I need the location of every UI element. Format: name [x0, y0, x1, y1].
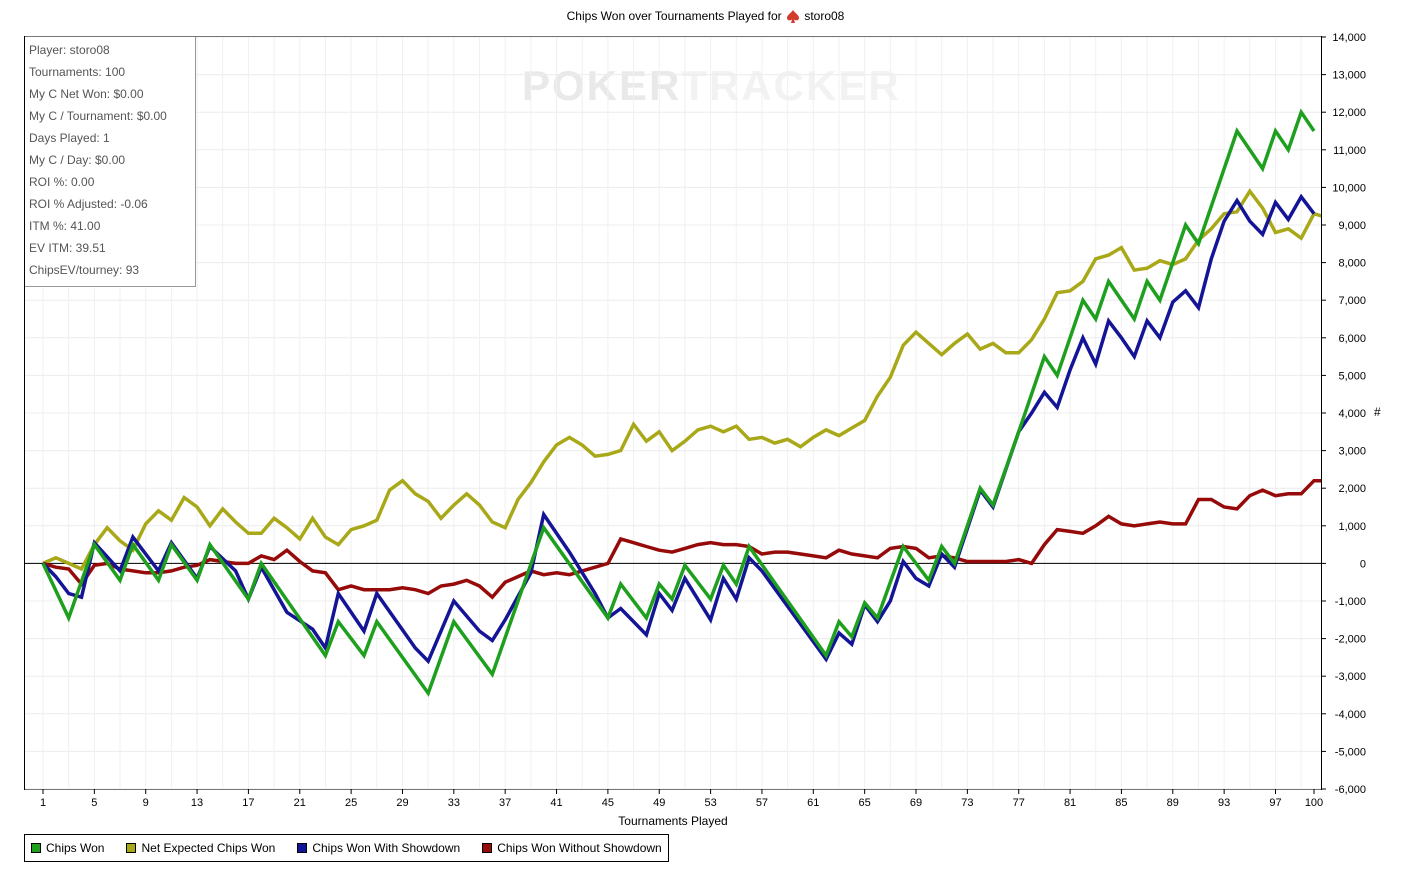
- spade-icon: [786, 10, 799, 24]
- y-tick-label: 14,000: [1332, 32, 1366, 44]
- y-tick-label: -2,000: [1335, 634, 1366, 646]
- y-tick-label: 6,000: [1338, 333, 1366, 345]
- series-line: [41, 193, 1316, 665]
- legend-label: Chips Won With Showdown: [312, 841, 461, 855]
- legend-swatch: [126, 843, 137, 853]
- pokertracker-watermark: POKERTRACKER: [522, 62, 901, 109]
- x-tick-label: 25: [345, 797, 357, 809]
- player-name: storo08: [804, 9, 845, 23]
- x-tick-label: 13: [191, 797, 203, 809]
- chart-title: Chips Won over Tournaments Played for st…: [0, 9, 1411, 24]
- series-line: [41, 108, 1316, 697]
- x-tick-label: 69: [910, 797, 922, 809]
- y-axis-label: #: [1374, 405, 1381, 419]
- x-tick-label: 17: [242, 797, 254, 809]
- y-tick-label: -5,000: [1335, 746, 1366, 758]
- x-tick-label: 45: [602, 797, 614, 809]
- x-tick-label: 37: [499, 797, 511, 809]
- y-tick-label: 5,000: [1338, 370, 1366, 382]
- y-tick-label: -3,000: [1335, 671, 1366, 683]
- chart-title-prefix: Chips Won over Tournaments Played for: [566, 9, 782, 23]
- stats-panel: Player: storo08 Tournaments: 100 My C Ne…: [25, 37, 196, 287]
- x-tick-label: 41: [550, 797, 562, 809]
- stat-days-played: Days Played: 1: [29, 131, 110, 145]
- stat-per-tournament: My C / Tournament: $0.00: [29, 109, 167, 123]
- series-line: [42, 188, 1321, 572]
- legend-label: Net Expected Chips Won: [141, 841, 276, 855]
- legend: Chips Won Net Expected Chips Won Chips W…: [24, 834, 669, 862]
- x-tick-label: 65: [859, 797, 871, 809]
- y-tick-label: -1,000: [1335, 596, 1366, 608]
- y-tick-label: -6,000: [1335, 784, 1366, 796]
- stat-roi-adjusted: ROI % Adjusted: -0.06: [29, 197, 148, 211]
- y-tick-label: 0: [1360, 558, 1366, 570]
- stat-itm: ITM %: 41.00: [29, 219, 101, 233]
- x-tick-label: 57: [756, 797, 768, 809]
- x-tick-label: 53: [704, 797, 716, 809]
- legend-item-without-showdown[interactable]: Chips Won Without Showdown: [482, 841, 662, 855]
- x-tick-label: 73: [961, 797, 973, 809]
- x-tick-label: 49: [653, 797, 665, 809]
- y-tick-label: -4,000: [1335, 709, 1366, 721]
- stat-tournaments: Tournaments: 100: [29, 65, 126, 79]
- y-tick-label: 10,000: [1332, 182, 1366, 194]
- legend-item-chips-won[interactable]: Chips Won: [31, 841, 104, 855]
- y-tick-label: 9,000: [1338, 220, 1366, 232]
- stat-roi: ROI %: 0.00: [29, 175, 95, 189]
- x-tick-label: 89: [1167, 797, 1179, 809]
- x-tick-label: 85: [1115, 797, 1127, 809]
- y-tick-label: 1,000: [1338, 521, 1366, 533]
- stat-chipsev: ChipsEV/tourney: 93: [29, 263, 140, 277]
- x-tick-label: 9: [143, 797, 149, 809]
- y-tick-label: 7,000: [1338, 295, 1366, 307]
- x-tick-label: 81: [1064, 797, 1076, 809]
- x-tick-label: 97: [1269, 797, 1281, 809]
- x-tick-label: 1: [40, 797, 46, 809]
- stat-per-day: My C / Day: $0.00: [29, 153, 126, 167]
- y-tick-label: 12,000: [1332, 107, 1366, 119]
- x-tick-label: 33: [448, 797, 460, 809]
- x-tick-label: 5: [91, 797, 97, 809]
- legend-label: Chips Won: [46, 841, 105, 855]
- x-tick-label: 100: [1305, 797, 1323, 809]
- legend-item-with-showdown[interactable]: Chips Won With Showdown: [297, 841, 460, 855]
- series-line: [42, 478, 1321, 600]
- x-tick-label: 61: [807, 797, 819, 809]
- legend-swatch: [31, 843, 41, 853]
- y-tick-label: 3,000: [1338, 446, 1366, 458]
- x-tick-label: 29: [396, 797, 408, 809]
- stat-net-won: My C Net Won: $0.00: [29, 87, 144, 101]
- y-tick-label: 2,000: [1338, 483, 1366, 495]
- x-axis-label: Tournaments Played: [618, 814, 728, 828]
- x-tick-label: 21: [294, 797, 306, 809]
- legend-swatch: [482, 843, 493, 853]
- y-tick-label: 4,000: [1338, 408, 1366, 420]
- stat-player: Player: storo08: [29, 43, 110, 57]
- x-tick-label: 93: [1218, 797, 1230, 809]
- y-tick-label: 11,000: [1333, 145, 1366, 157]
- stat-ev-itm: EV ITM: 39.51: [29, 241, 106, 255]
- legend-swatch: [297, 843, 308, 853]
- y-tick-label: 13,000: [1332, 70, 1366, 82]
- y-tick-label: 8,000: [1338, 258, 1366, 270]
- x-tick-label: 77: [1013, 797, 1025, 809]
- legend-label: Chips Won Without Showdown: [497, 841, 662, 855]
- legend-item-net-expected[interactable]: Net Expected Chips Won: [126, 841, 275, 855]
